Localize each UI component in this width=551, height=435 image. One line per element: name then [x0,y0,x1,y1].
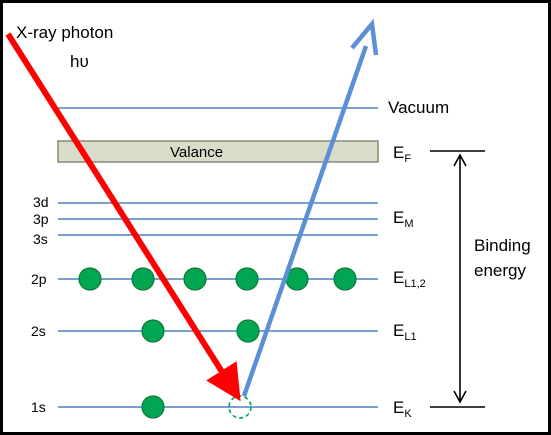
electron-2p [78,267,102,291]
orbital-label-2s: 2s [31,323,46,339]
binding-energy-arrow [453,153,467,404]
orbital-label-3d: 3d [33,194,49,210]
electrons-2s [141,319,260,343]
electron-2s [141,319,165,343]
photoelectron-arrow [241,18,379,397]
binding-label-line1: Binding [474,236,531,255]
ek-level-label: EK [393,398,412,420]
orbital-label-3s: 3s [33,231,48,247]
el12-level-label: EL1,2 [393,268,426,290]
electron-2p [235,267,259,291]
photon-energy-label: hυ [70,52,89,71]
xray-photon-arrow [5,32,241,402]
valence-label: Valance [170,144,223,161]
electron-2p [333,267,357,291]
orbital-label-1s: 1s [31,399,46,415]
electron-2p [131,267,155,291]
electrons-2p [78,267,357,291]
valence-band [57,140,379,163]
orbital-label-3p: 3p [33,211,49,227]
orbital-label-2p: 2p [31,271,47,287]
electron-2p [183,267,207,291]
electron-1s [141,395,165,419]
binding-energy-label-bg [468,232,548,284]
el1-level-label: EL1 [393,321,417,343]
photon-label: X-ray photon [16,23,113,42]
vacuum-label: Vacuum [388,98,449,117]
em-level-label: EM [393,208,414,230]
electron-2s [236,319,260,343]
binding-label-line2: energy [474,261,526,280]
fermi-level-label: EF [393,143,411,165]
